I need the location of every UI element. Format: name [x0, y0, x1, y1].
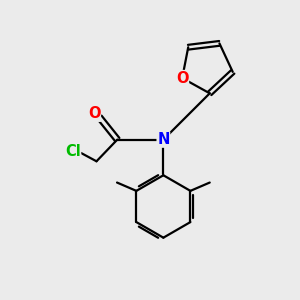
Text: N: N	[157, 132, 170, 147]
Text: O: O	[176, 70, 188, 86]
Text: Cl: Cl	[65, 144, 81, 159]
Text: O: O	[88, 106, 100, 121]
